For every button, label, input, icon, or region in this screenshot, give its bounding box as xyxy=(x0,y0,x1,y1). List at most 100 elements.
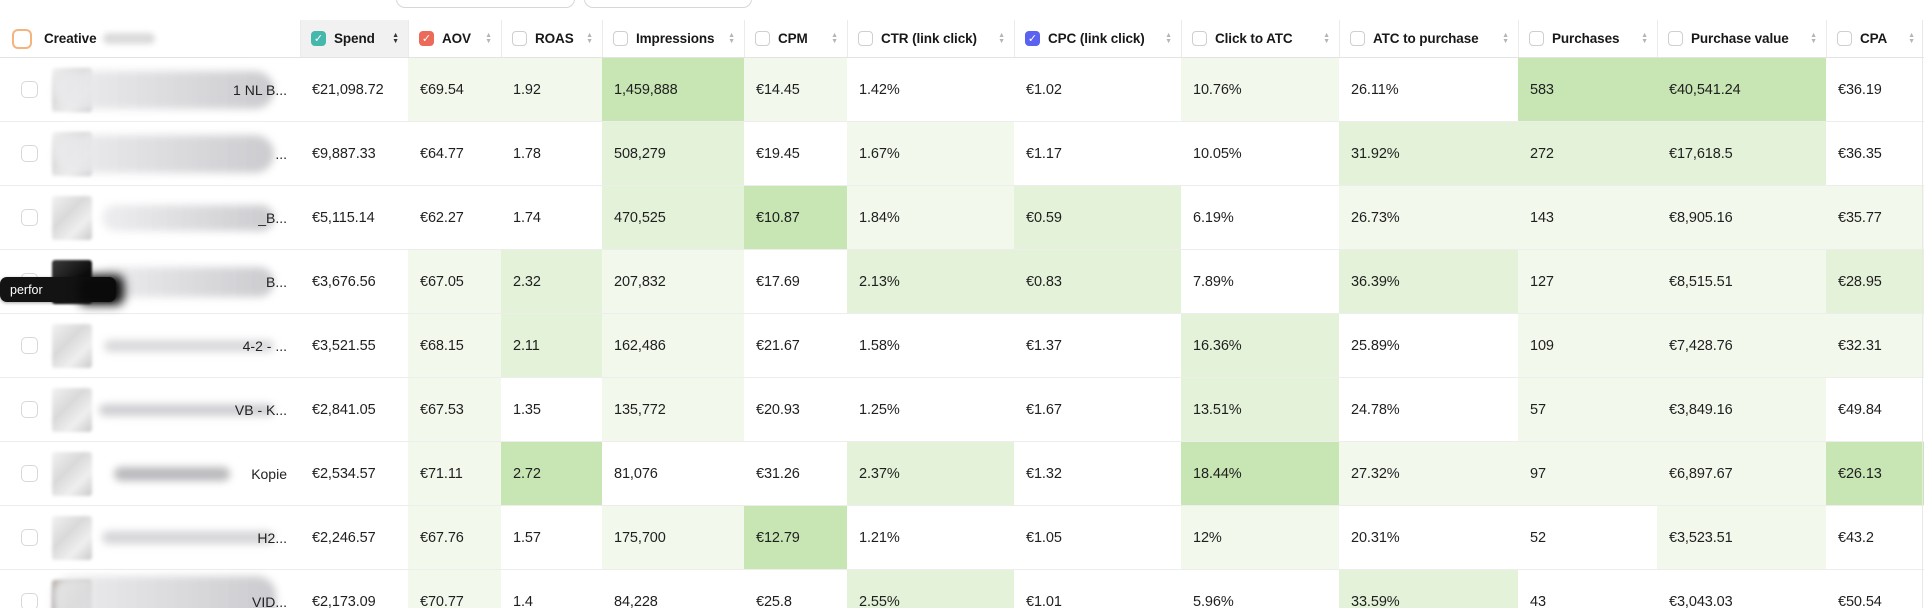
creative-cell[interactable]: 4-2 - ... xyxy=(44,314,300,377)
column-header-purchases[interactable]: Purchases ▲ ▼ xyxy=(1518,20,1657,57)
creative-cell[interactable]: ... xyxy=(44,122,300,185)
column-checkbox[interactable] xyxy=(311,31,326,46)
cell-roas: 1.78 xyxy=(513,145,541,162)
column-checkbox[interactable] xyxy=(858,31,873,46)
redacted-name-smudge xyxy=(104,340,274,352)
column-checkbox[interactable] xyxy=(512,31,527,46)
table-row: 1 NL B... €21,098.72 €69.54 1.92 1,459,888 €… xyxy=(0,58,1924,122)
sort-arrows-icon[interactable]: ▲ ▼ xyxy=(392,32,399,45)
cell-purchases: 57 xyxy=(1518,378,1657,441)
sort-arrows-icon[interactable]: ▲ ▼ xyxy=(1908,32,1915,45)
cell-atc_to_purchase: 26.11% xyxy=(1351,81,1399,98)
creative-cell[interactable]: VB - K... xyxy=(44,378,300,441)
column-checkbox[interactable] xyxy=(419,31,434,46)
cell-impressions: 207,832 xyxy=(602,250,744,313)
column-header-cpa[interactable]: CPA ▲ ▼ xyxy=(1826,20,1924,57)
sort-arrows-icon[interactable]: ▲ ▼ xyxy=(1641,32,1648,45)
cell-atc_to_purchase: 31.92% xyxy=(1339,122,1518,185)
column-checkbox[interactable] xyxy=(1350,31,1365,46)
row-checkbox[interactable] xyxy=(21,145,38,162)
cell-purchases: 127 xyxy=(1518,250,1657,313)
column-checkbox[interactable] xyxy=(755,31,770,46)
filter-box-1[interactable] xyxy=(396,0,575,8)
column-header-click_to_atc[interactable]: Click to ATC ▲ ▼ xyxy=(1181,20,1339,57)
sort-arrows-icon[interactable]: ▲ ▼ xyxy=(998,32,1005,45)
table-header-row: Creative Spend ▲▼ AOV ▲▼ ROAS ▲▼ Impress… xyxy=(0,20,1924,58)
table-row: _B... €5,115.14 €62.27 1.74 470,525 €10.87 1.… xyxy=(0,186,1924,250)
creative-cell[interactable]: VID... xyxy=(44,570,300,608)
column-header-cpm[interactable]: CPM ▲ ▼ xyxy=(744,20,847,57)
column-header-roas[interactable]: ROAS ▲ ▼ xyxy=(501,20,602,57)
cell-impressions: 162,486 xyxy=(602,314,744,377)
column-header-creative[interactable]: Creative xyxy=(44,20,300,57)
column-checkbox[interactable] xyxy=(613,31,628,46)
cell-cpc: €1.17 xyxy=(1026,145,1062,162)
cell-cpa: €36.35 xyxy=(1838,145,1882,162)
cell-click_to_atc: 6.19% xyxy=(1193,209,1234,226)
cell-impressions: 470,525 xyxy=(602,186,744,249)
cell-click_to_atc: 10.76% xyxy=(1181,58,1339,121)
row-checkbox[interactable] xyxy=(21,209,38,226)
cell-ctr: 1.21% xyxy=(859,529,900,546)
sort-arrows-icon[interactable]: ▲ ▼ xyxy=(831,32,838,45)
select-all-cell xyxy=(0,20,44,57)
sort-arrows-icon[interactable]: ▲ ▼ xyxy=(485,32,492,45)
cell-purchase_value: €3,849.16 xyxy=(1657,378,1826,441)
table-row: Kopie €2,534.57 €71.11 2.72 81,076 €31.26 2.3… xyxy=(0,442,1924,506)
row-checkbox[interactable] xyxy=(21,337,38,354)
select-all-checkbox[interactable] xyxy=(12,28,32,49)
sort-arrows-icon[interactable]: ▲ ▼ xyxy=(1165,32,1172,45)
cell-cpc: €1.67 xyxy=(1026,401,1062,418)
cell-cpm: €20.93 xyxy=(756,401,800,418)
redacted-name-smudge xyxy=(114,467,230,481)
cell-cpc: €0.83 xyxy=(1014,250,1181,313)
cell-cpc: €0.59 xyxy=(1014,186,1181,249)
row-checkbox[interactable] xyxy=(21,593,38,608)
column-header-ctr[interactable]: CTR (link click) ▲ ▼ xyxy=(847,20,1014,57)
table-row: ... €9,887.33 €64.77 1.78 508,279 €19.45 1.67… xyxy=(0,122,1924,186)
column-checkbox[interactable] xyxy=(1668,31,1683,46)
cell-spend: €2,246.57 xyxy=(312,529,376,546)
row-checkbox-cell xyxy=(0,506,44,569)
redacted-name-smudge xyxy=(96,267,274,297)
cell-cpa: €32.31 xyxy=(1826,314,1924,377)
column-header-spend[interactable]: Spend ▲▼ xyxy=(300,20,408,57)
creative-cell[interactable]: _B... xyxy=(44,186,300,249)
cell-click_to_atc: 18.44% xyxy=(1181,442,1339,505)
creative-cell[interactable]: H2... xyxy=(44,506,300,569)
cell-cpm: €19.45 xyxy=(756,145,800,162)
column-header-atc_to_purchase[interactable]: ATC to purchase ▲ ▼ xyxy=(1339,20,1518,57)
creative-cell[interactable]: Kopie xyxy=(44,442,300,505)
cell-cpa: €36.19 xyxy=(1838,81,1882,98)
row-checkbox[interactable] xyxy=(21,529,38,546)
column-label: Click to ATC xyxy=(1215,31,1293,46)
row-checkbox-cell xyxy=(0,570,44,608)
column-label: AOV xyxy=(442,31,471,46)
hover-tooltip: perfor xyxy=(0,277,116,302)
column-label: CPM xyxy=(778,31,808,46)
row-checkbox[interactable] xyxy=(21,401,38,418)
column-header-purchase_value[interactable]: Purchase value ▲ ▼ xyxy=(1657,20,1826,57)
row-checkbox[interactable] xyxy=(21,465,38,482)
column-checkbox[interactable] xyxy=(1025,31,1040,46)
column-checkbox[interactable] xyxy=(1192,31,1207,46)
creative-cell[interactable]: 1 NL B... xyxy=(44,58,300,121)
column-header-impressions[interactable]: Impressions ▲ ▼ xyxy=(602,20,744,57)
filter-box-2[interactable] xyxy=(584,0,752,8)
column-header-cpc[interactable]: CPC (link click) ▲▼ xyxy=(1014,20,1181,57)
creative-name-suffix: Kopie xyxy=(251,465,287,482)
sort-arrows-icon[interactable]: ▲ ▼ xyxy=(586,32,593,45)
column-checkbox[interactable] xyxy=(1837,31,1852,46)
column-header-aov[interactable]: AOV ▲▼ xyxy=(408,20,501,57)
sort-arrows-icon[interactable]: ▲ ▼ xyxy=(1323,32,1330,45)
creative-thumbnail xyxy=(52,452,92,496)
sort-arrows-icon[interactable]: ▲ ▼ xyxy=(1810,32,1817,45)
cell-purchase_value: €3,523.51 xyxy=(1657,506,1826,569)
cell-aov: €71.11 xyxy=(408,442,501,505)
cell-purchase_value: €40,541.24 xyxy=(1657,58,1826,121)
row-checkbox[interactable] xyxy=(21,81,38,98)
column-checkbox[interactable] xyxy=(1529,31,1544,46)
sort-arrows-icon[interactable]: ▲ ▼ xyxy=(1502,32,1509,45)
sort-arrows-icon[interactable]: ▲ ▼ xyxy=(728,32,735,45)
table-row: H2... €2,246.57 €67.76 1.57 175,700 €12.79 1.… xyxy=(0,506,1924,570)
